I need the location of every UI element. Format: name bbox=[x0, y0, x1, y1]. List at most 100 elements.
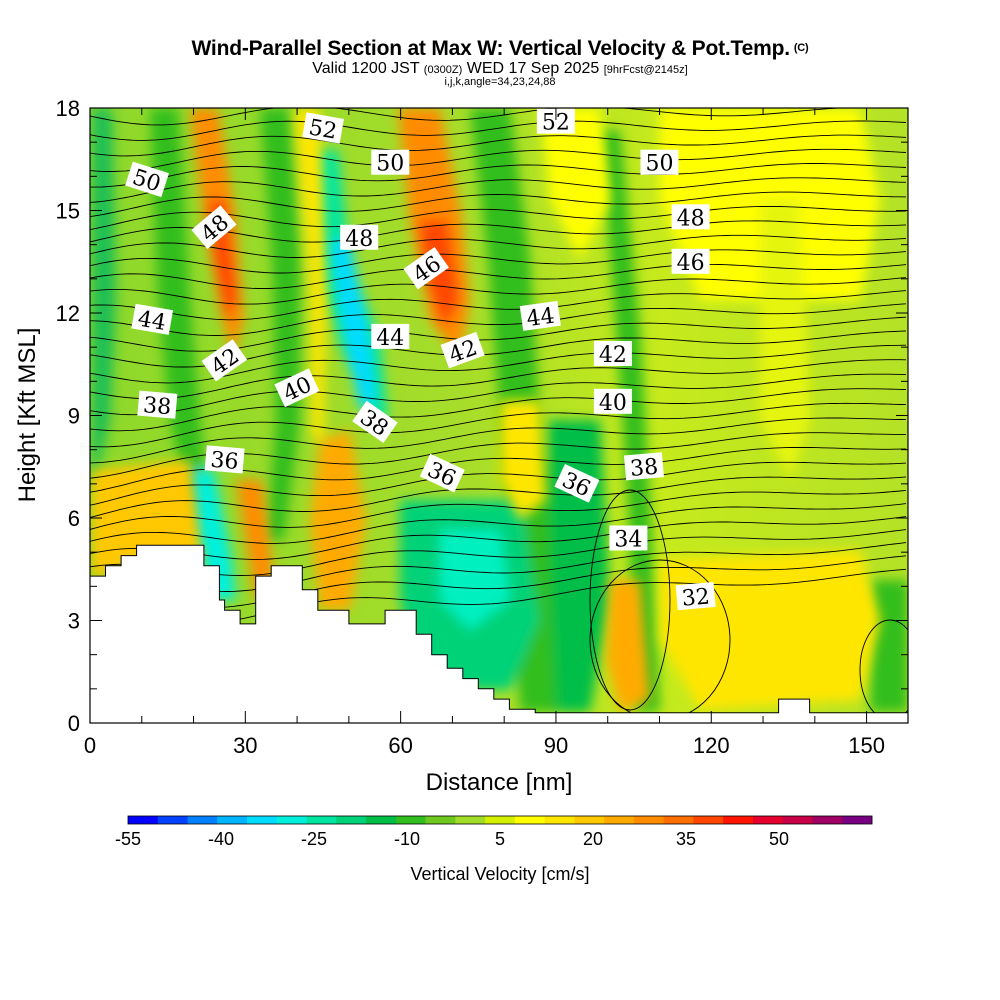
theta-contour bbox=[90, 177, 907, 203]
colorbar-swatch bbox=[752, 816, 784, 824]
contour-label-text: 46 bbox=[677, 251, 705, 276]
x-tick-label: 0 bbox=[84, 733, 96, 758]
theta-contour bbox=[90, 234, 907, 258]
theta-contour bbox=[90, 402, 907, 448]
contour-label-text: 48 bbox=[677, 206, 705, 231]
contour-label: 32 bbox=[675, 581, 716, 612]
colorbar-swatch bbox=[455, 816, 486, 824]
contour-label-text: 50 bbox=[646, 152, 674, 177]
contour-label-box bbox=[131, 303, 174, 335]
theta-contour bbox=[90, 359, 907, 400]
colorbar-swatch bbox=[128, 816, 159, 824]
colorbar-swatch bbox=[485, 816, 516, 824]
theta-contour bbox=[90, 476, 907, 518]
theta-contour bbox=[90, 388, 907, 432]
colorbar-swatch bbox=[157, 816, 188, 824]
colorbar-swatch bbox=[723, 816, 754, 824]
colorbar bbox=[127, 815, 873, 825]
band-orange-low bbox=[606, 580, 650, 712]
contour-label: 34 bbox=[609, 525, 648, 553]
contour-label: 48 bbox=[671, 204, 710, 231]
colorbar-swatch bbox=[663, 816, 694, 824]
grid-indices: i,j,k,angle=34,23,24,88 bbox=[444, 76, 556, 88]
contour-label-box bbox=[274, 368, 320, 408]
colorbar-swatch bbox=[514, 816, 545, 824]
x-tick-label: 120 bbox=[693, 733, 730, 758]
colorbar-tick-label: 35 bbox=[676, 829, 696, 849]
theta-contour bbox=[90, 134, 907, 157]
contour-label-box bbox=[340, 224, 379, 250]
contour-label: 46 bbox=[671, 248, 710, 276]
contour-label-box bbox=[519, 300, 561, 331]
y-tick-label: 0 bbox=[68, 711, 80, 736]
y-axis-label: Height [Kft MSL] bbox=[14, 328, 41, 503]
contour-label-box bbox=[623, 452, 664, 481]
band-red-2 bbox=[418, 220, 460, 330]
contour-label: 38 bbox=[623, 452, 664, 482]
contour-label-box bbox=[403, 247, 449, 290]
field-bands-warm bbox=[92, 108, 880, 712]
axis-ticks bbox=[89, 107, 908, 724]
colorbar-swatch bbox=[574, 816, 605, 824]
y-axis-ticks: 0 3 6 9 12 15 18 bbox=[56, 96, 80, 736]
theta-contour bbox=[90, 303, 907, 336]
valid-suffix: WED 17 Sep 2025 bbox=[466, 60, 600, 77]
contour-label-box bbox=[302, 112, 344, 144]
contour-label: 42 bbox=[593, 341, 632, 368]
colorbar-swatch bbox=[544, 816, 575, 824]
contour-label: 50 bbox=[371, 149, 410, 177]
colorbar-swatch bbox=[306, 816, 337, 824]
theta-contour bbox=[90, 120, 907, 141]
contour-label-text: 50 bbox=[376, 152, 404, 177]
x-tick-label: 60 bbox=[388, 733, 412, 758]
contour-label-text: 38 bbox=[629, 455, 659, 482]
theta-contour bbox=[90, 542, 907, 593]
colorbar-swatch bbox=[693, 816, 724, 824]
band-yellow-6 bbox=[760, 200, 810, 480]
contour-label: 50 bbox=[125, 161, 169, 197]
contour-label-box bbox=[675, 581, 716, 611]
contour-label: 52 bbox=[302, 112, 344, 145]
band-green-2 bbox=[150, 108, 230, 600]
theta-contour bbox=[90, 516, 907, 560]
valid-prefix: Valid 1200 JST bbox=[312, 60, 420, 77]
theta-contour bbox=[90, 555, 907, 609]
contour-label-box bbox=[593, 341, 632, 366]
y-tick-label: 6 bbox=[68, 506, 80, 531]
theta-contour bbox=[90, 263, 907, 289]
contour-label-box bbox=[371, 149, 410, 175]
colorbar-ticks: -55 -40 -25 -10 5 20 35 50 bbox=[115, 829, 789, 849]
contour-label-text: 42 bbox=[599, 343, 627, 368]
band-green-7 bbox=[548, 420, 610, 712]
band-cyan-low bbox=[440, 530, 510, 630]
contour-label-box bbox=[593, 388, 632, 414]
theta-contour bbox=[90, 277, 907, 305]
colorbar-swatch bbox=[276, 816, 307, 824]
band-green-right bbox=[870, 580, 908, 712]
chart-title: Wind-Parallel Section at Max W: Vertical… bbox=[0, 37, 1000, 61]
colorbar-tick-label: 20 bbox=[583, 829, 603, 849]
contour-label-text: 44 bbox=[136, 307, 168, 336]
colorbar-tick-label: -55 bbox=[115, 829, 141, 849]
theta-contour bbox=[90, 529, 907, 576]
theta-contour bbox=[90, 344, 907, 384]
theta-contour bbox=[90, 503, 907, 544]
x-tick-label: 90 bbox=[544, 733, 568, 758]
colorbar-swatch bbox=[187, 816, 218, 824]
x-axis-ticks: 0 30 60 90 120 150 bbox=[84, 733, 885, 758]
colorbar-swatch bbox=[336, 816, 367, 824]
band-cyan-lower bbox=[190, 470, 236, 600]
theta-contour bbox=[90, 191, 907, 218]
contour-label: 48 bbox=[340, 224, 379, 252]
contour-label-text: 38 bbox=[142, 393, 172, 420]
band-green-3 bbox=[260, 108, 300, 540]
chart-title-text: Wind-Parallel Section at Max W: Vertical… bbox=[191, 37, 791, 60]
theta-contour bbox=[90, 461, 907, 506]
x-tick-label: 150 bbox=[848, 733, 885, 758]
theta-contour bbox=[90, 148, 907, 172]
copyright-mark: (C) bbox=[793, 42, 809, 54]
theta-contour bbox=[90, 489, 907, 530]
band-yellow-2 bbox=[294, 108, 326, 440]
